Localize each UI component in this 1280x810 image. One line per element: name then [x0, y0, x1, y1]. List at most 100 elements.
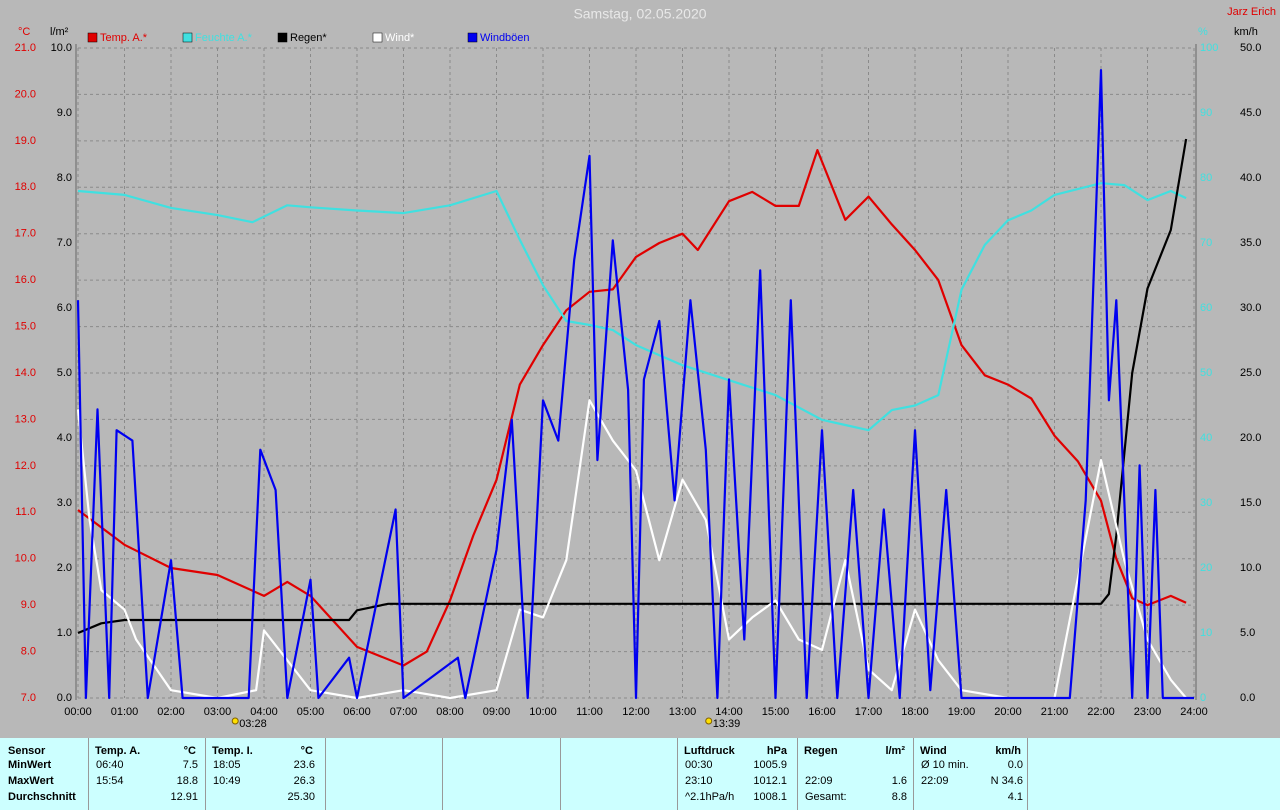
cell-time: 18:05 — [213, 759, 241, 771]
x-tick-label: 04:00 — [250, 706, 278, 718]
y4-tick-label: 5.0 — [1240, 627, 1255, 639]
legend-label: Feuchte A.* — [195, 32, 253, 44]
x-tick-label: 01:00 — [111, 706, 139, 718]
cell-time: 10:49 — [213, 775, 241, 787]
y-tick-label: 13.0 — [15, 413, 36, 425]
series-line — [77, 138, 1188, 635]
y3-tick-label: 40 — [1200, 432, 1212, 444]
y-tick-label: 17.0 — [15, 228, 36, 240]
x-tick-label: 06:00 — [343, 706, 371, 718]
y-axis-unit: °C — [18, 26, 30, 38]
x-tick-label: 22:00 — [1087, 706, 1115, 718]
stats-header: Sensor — [8, 745, 46, 757]
y2-axis-unit: l/m² — [50, 26, 69, 38]
legend-swatch — [87, 32, 98, 43]
y-tick-label: 20.0 — [15, 88, 36, 100]
series-line — [76, 69, 1194, 700]
y4-tick-label: 20.0 — [1240, 432, 1261, 444]
cell-value: 26.3 — [293, 775, 315, 787]
column-separator — [88, 738, 89, 810]
cell-value: 1.6 — [891, 775, 907, 787]
y-tick-label: 19.0 — [15, 135, 36, 147]
x-tick-label: 19:00 — [948, 706, 976, 718]
y4-tick-label: 40.0 — [1240, 172, 1261, 184]
x-tick-label: 10:00 — [529, 706, 557, 718]
group-title: Temp. A. — [95, 745, 141, 757]
group-title: Regen — [804, 745, 838, 757]
x-tick-label: 07:00 — [390, 706, 418, 718]
x-tick-label: 13:00 — [669, 706, 697, 718]
y2-tick-label: 6.0 — [57, 302, 72, 314]
row-label: MaxWert — [8, 775, 54, 787]
column-separator — [442, 738, 443, 810]
cell-value: 12.91 — [170, 791, 198, 803]
legend-swatch — [467, 32, 478, 43]
y4-tick-label: 45.0 — [1240, 107, 1261, 119]
legend-swatch — [182, 32, 193, 43]
column-separator — [677, 738, 678, 810]
x-tick-label: 14:00 — [715, 706, 743, 718]
y2-tick-label: 2.0 — [57, 562, 72, 574]
y3-tick-label: 90 — [1200, 107, 1212, 119]
cell-value: 1005.9 — [753, 759, 787, 771]
y3-tick-label: 50 — [1200, 367, 1212, 379]
y-tick-label: 18.0 — [15, 181, 36, 193]
group-unit: °C — [183, 745, 196, 757]
column-separator — [560, 738, 561, 810]
x-tick-label: 15:00 — [762, 706, 790, 718]
y2-tick-label: 8.0 — [57, 172, 72, 184]
legend-label: Wind* — [385, 32, 415, 44]
cell-value: N 34.6 — [990, 775, 1023, 787]
y4-tick-label: 35.0 — [1240, 237, 1261, 249]
y4-tick-label: 15.0 — [1240, 497, 1261, 509]
y4-axis-unit: km/h — [1234, 26, 1258, 38]
y-tick-label: 11.0 — [15, 506, 36, 518]
y-tick-label: 10.0 — [15, 553, 36, 565]
cell-time: 22:09 — [805, 775, 833, 787]
y-tick-label: 16.0 — [15, 274, 36, 286]
column-separator — [797, 738, 798, 810]
row-label: MinWert — [8, 759, 52, 771]
cell-time: 23:10 — [685, 775, 713, 787]
y4-tick-label: 50.0 — [1240, 42, 1261, 54]
y-tick-label: 15.0 — [15, 320, 36, 332]
y3-tick-label: 0 — [1200, 692, 1206, 704]
y2-tick-label: 4.0 — [57, 432, 72, 444]
x-tick-label: 21:00 — [1041, 706, 1069, 718]
cell-value: 7.5 — [182, 759, 198, 771]
annotation-label: 03:28 — [239, 718, 267, 730]
y2-tick-label: 3.0 — [57, 497, 72, 509]
legend-label: Temp. A.* — [100, 32, 148, 44]
cell-time: Gesamt: — [805, 791, 847, 803]
y3-tick-label: 10 — [1200, 627, 1212, 639]
y2-tick-label: 1.0 — [57, 627, 72, 639]
stats-panel: Sensor MinWert MaxWert Durchschnitt Temp. A.… — [0, 738, 1280, 810]
row-label: Durchschnitt — [8, 791, 76, 803]
y3-tick-label: 80 — [1200, 172, 1212, 184]
group-unit: l/m² — [885, 745, 905, 757]
author: Jarz Erich — [1227, 6, 1276, 18]
group-title: Wind — [920, 745, 947, 757]
cell-time: ^2.1hPa/h — [685, 791, 735, 803]
x-tick-label: 23:00 — [1134, 706, 1162, 718]
x-tick-label: 20:00 — [994, 706, 1022, 718]
legend-swatch — [277, 32, 288, 43]
x-tick-label: 24:00 — [1180, 706, 1208, 718]
cell-time: 15:54 — [96, 775, 124, 787]
cell-value: 1012.1 — [753, 775, 787, 787]
annotation-label: 13:39 — [713, 718, 741, 730]
y-tick-label: 21.0 — [15, 42, 36, 54]
y-tick-label: 8.0 — [21, 645, 36, 657]
group-unit: °C — [300, 745, 313, 757]
y2-tick-label: 7.0 — [57, 237, 72, 249]
x-tick-label: 08:00 — [436, 706, 464, 718]
cell-value: 8.8 — [891, 791, 907, 803]
cell-value: 25.30 — [287, 791, 315, 803]
x-tick-label: 11:00 — [576, 706, 603, 718]
y-tick-label: 12.0 — [15, 460, 36, 472]
chart: Samstag, 02.05.2020 Jarz Erich °C l/m² %… — [15, 6, 1276, 730]
y3-tick-label: 70 — [1200, 237, 1212, 249]
y2-tick-label: 10.0 — [51, 42, 72, 54]
cell-value: 18.8 — [176, 775, 198, 787]
column-separator — [205, 738, 206, 810]
